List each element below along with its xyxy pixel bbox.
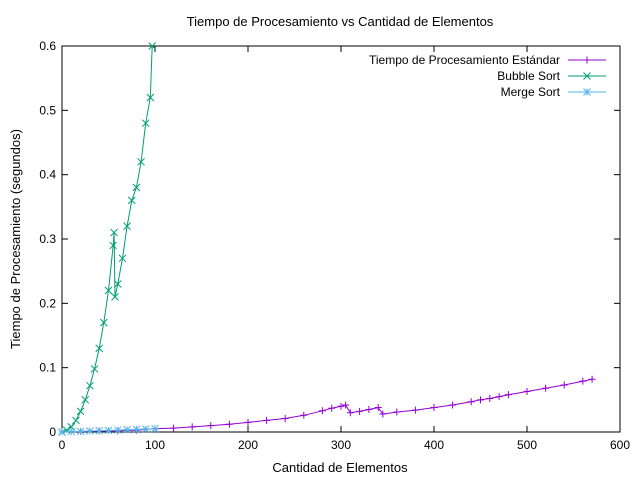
data-point — [86, 381, 94, 390]
x-axis-label: Cantidad de Elementos — [272, 460, 408, 475]
data-point — [449, 401, 457, 409]
data-point — [95, 344, 104, 353]
axes: 0 100 200 300 400 500 600 0 0.1 0.2 0.3 0.4 0.5 0.6 — [39, 39, 630, 452]
data-point — [342, 401, 350, 409]
chart-title: Tiempo de Procesamiento vs Cantidad de E… — [187, 14, 494, 29]
data-point — [104, 286, 113, 295]
y-tick-label: 0.4 — [39, 168, 56, 182]
x-tick-label: 500 — [517, 438, 537, 452]
data-point — [99, 318, 108, 327]
data-point — [148, 42, 157, 50]
data-point — [225, 420, 233, 428]
data-point — [393, 408, 401, 416]
x-tick-label: 100 — [145, 438, 165, 452]
data-point — [132, 425, 141, 434]
data-point — [374, 404, 382, 412]
data-point — [300, 411, 308, 419]
y-tick-label: 0.2 — [39, 296, 56, 310]
plot-border — [61, 45, 621, 433]
data-point — [523, 387, 531, 395]
data-point — [346, 409, 354, 417]
data-point — [81, 395, 90, 404]
data-point — [263, 416, 271, 424]
data-point — [90, 365, 99, 373]
x-tick-label: 300 — [331, 438, 351, 452]
data-point — [504, 391, 512, 399]
data-point — [244, 418, 252, 426]
data-point — [495, 393, 503, 401]
data-point — [67, 427, 76, 436]
data-point — [127, 196, 136, 205]
data-point — [104, 426, 113, 435]
legend-marker — [583, 56, 591, 64]
data-point — [328, 404, 336, 412]
series-2 — [58, 424, 159, 436]
series-line — [61, 45, 153, 433]
data-point — [58, 428, 66, 436]
data-point — [477, 396, 484, 404]
data-point — [110, 228, 118, 237]
data-point — [95, 426, 104, 435]
data-point — [141, 425, 150, 433]
data-point — [113, 280, 122, 288]
data-point — [86, 427, 94, 435]
data-point — [579, 377, 587, 385]
y-tick-label: 0 — [49, 425, 56, 439]
data-point — [188, 423, 196, 431]
data-point — [132, 183, 141, 192]
data-point — [207, 422, 215, 430]
x-tick-label: 400 — [424, 438, 444, 452]
data-point — [365, 405, 373, 413]
series-1 — [58, 42, 157, 436]
x-tick-label: 0 — [59, 438, 66, 452]
data-point — [430, 404, 438, 412]
legend-marker — [583, 72, 591, 80]
legend: Tiempo de Procesamiento Estándar Bubble S… — [369, 53, 606, 99]
data-point — [337, 402, 345, 410]
y-tick-label: 0.1 — [39, 361, 56, 375]
data-point — [123, 425, 131, 434]
series-line — [61, 378, 593, 433]
data-point — [560, 381, 568, 389]
data-point — [542, 384, 550, 392]
data-point — [111, 293, 119, 301]
data-point — [72, 416, 80, 425]
x-tick-label: 600 — [610, 438, 630, 452]
data-point — [113, 426, 122, 434]
data-point — [467, 398, 475, 406]
data-point — [76, 407, 85, 416]
data-point — [76, 427, 85, 436]
data-point — [588, 375, 596, 383]
legend-label: Bubble Sort — [497, 69, 560, 83]
y-tick-label: 0.3 — [39, 232, 56, 246]
y-tick-label: 0.5 — [39, 103, 56, 117]
x-tick-label: 200 — [238, 438, 258, 452]
data-point — [141, 119, 150, 128]
data-point — [170, 424, 178, 432]
data-point — [486, 395, 494, 403]
y-tick-label: 0.6 — [39, 39, 56, 53]
data-point — [151, 424, 159, 433]
data-point — [118, 254, 127, 263]
data-point — [379, 410, 387, 418]
data-point — [123, 222, 131, 230]
y-axis-label: Tiempo de Procesamiento (segundos) — [8, 129, 23, 349]
data-point — [137, 157, 145, 166]
data-point — [109, 241, 118, 250]
data-point — [318, 407, 326, 415]
plot-area — [58, 42, 596, 436]
data-point — [411, 406, 419, 414]
legend-label: Merge Sort — [501, 85, 561, 99]
data-point — [146, 93, 155, 102]
data-point — [281, 414, 289, 422]
legend-marker — [583, 88, 591, 96]
data-point — [356, 407, 364, 415]
legend-label: Tiempo de Procesamiento Estándar — [369, 53, 560, 67]
